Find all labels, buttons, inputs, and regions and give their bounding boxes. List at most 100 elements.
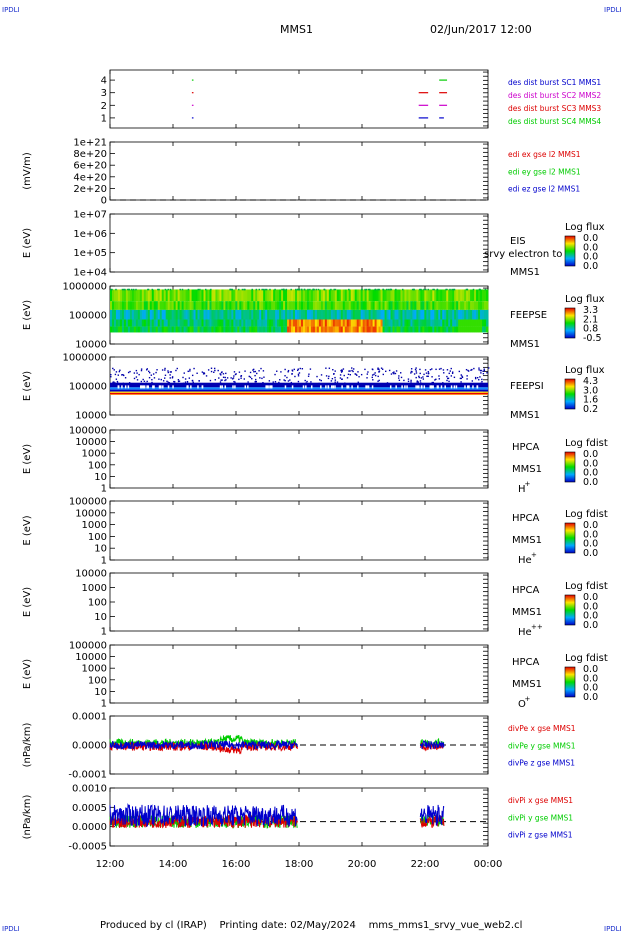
heatmap-cell (151, 301, 155, 310)
legend-entry: des dist burst SC1 MMS1 (508, 78, 601, 87)
heatmap-cell (472, 385, 474, 389)
heatmap-cell (382, 288, 385, 291)
heatmap-cell (478, 319, 481, 327)
heatmap-cell (247, 326, 250, 333)
heatmap-cell (486, 372, 488, 374)
heatmap-cell (207, 369, 210, 371)
heatmap-cell (117, 319, 121, 327)
heatmap-cell (420, 377, 423, 379)
heatmap-cell (414, 309, 417, 320)
heatmap-cell (340, 319, 344, 327)
heatmap-cell (115, 371, 118, 373)
heatmap-cell (354, 373, 356, 375)
heatmap-cell (478, 367, 480, 369)
series-line (419, 804, 445, 826)
heatmap-cell (240, 375, 243, 377)
heatmap-cell (132, 288, 135, 291)
heatmap-cell (140, 368, 143, 370)
heatmap-cell (158, 385, 161, 389)
heatmap-cell (211, 309, 214, 320)
heatmap-cell (192, 381, 194, 383)
heatmap-cell (164, 288, 167, 291)
heatmap-cell (378, 368, 380, 371)
heatmap-cell (343, 374, 345, 377)
heatmap-cell (232, 385, 234, 389)
heatmap-cell (125, 301, 129, 310)
heatmap-cell (353, 368, 355, 370)
heatmap-cell (406, 309, 409, 320)
colorbar-value: 0.0 (583, 261, 598, 272)
heatmap-cell (483, 368, 485, 370)
heatmap-cell (133, 372, 136, 374)
heatmap-cell (460, 319, 463, 327)
heatmap-cell (472, 326, 475, 333)
heatmap-cell (388, 309, 391, 320)
heatmap-cell (163, 309, 167, 320)
heatmap-cell (271, 309, 274, 320)
heatmap-cell (203, 301, 206, 310)
heatmap-cell (217, 301, 220, 310)
heatmap-cell (406, 326, 409, 333)
heatmap-cell (378, 289, 381, 302)
heatmap-cell (422, 326, 425, 333)
heatmap-cell (227, 326, 230, 333)
heatmap-cell (179, 288, 181, 291)
y-tick-label: 1 (101, 627, 107, 638)
heatmap-cell (205, 289, 208, 302)
heatmap-cell (175, 301, 179, 310)
heatmap-cell (284, 385, 287, 389)
heatmap-cell (468, 289, 471, 302)
heatmap-cell (419, 380, 422, 382)
heatmap-cell (299, 367, 301, 370)
heatmap-cell (466, 289, 469, 302)
heatmap-cell (394, 301, 397, 310)
heatmap-cell (347, 373, 350, 376)
heatmap-cell (320, 326, 324, 333)
heatmap-cell (340, 326, 344, 333)
y-tick-label: 100 (88, 460, 107, 471)
heatmap-cell (277, 326, 280, 333)
heatmap-cell (414, 289, 417, 302)
heatmap-cell (261, 319, 264, 327)
heatmap-cell (480, 369, 482, 372)
heatmap-cell (320, 289, 324, 302)
heatmap-cell (326, 289, 330, 302)
heatmap-cell (220, 374, 222, 376)
heatmap-cell (169, 371, 172, 373)
heatmap-cell (364, 301, 368, 310)
heatmap-cell (416, 289, 419, 302)
heatmap-cell (372, 309, 375, 320)
heatmap-cell (479, 288, 481, 291)
heatmap-cell (115, 309, 119, 320)
heatmap-cell (156, 369, 158, 371)
heatmap-cell (283, 379, 285, 381)
heatmap-cell (452, 319, 455, 327)
heatmap-cell (244, 385, 247, 389)
heatmap-cell (269, 289, 272, 302)
heatmap-cell (334, 289, 338, 302)
heatmap-cell (392, 372, 394, 374)
heatmap-cell (328, 289, 332, 302)
heatmap-cell (432, 309, 435, 320)
heatmap-cell (306, 289, 310, 302)
heatmap-cell (252, 368, 255, 371)
heatmap-cell (141, 309, 145, 320)
heatmap-cell (285, 289, 288, 302)
heatmap-cell (388, 289, 391, 302)
heatmap-cell (167, 370, 169, 372)
heatmap-cell (482, 372, 485, 375)
heatmap-cell (150, 374, 153, 376)
heatmap-cell (346, 326, 350, 333)
heatmap-cell (133, 309, 137, 320)
heatmap-cell (158, 378, 160, 380)
colorbar-title: Log fdist (565, 653, 608, 664)
heatmap-cell (348, 319, 352, 327)
heatmap-cell (214, 379, 217, 381)
heatmap-cell (183, 326, 186, 333)
heatmap-cell (211, 301, 214, 310)
heatmap-cell (223, 309, 226, 320)
heatmap-cell (386, 289, 389, 302)
heatmap-cell (277, 301, 280, 310)
heatmap-cell (253, 371, 255, 373)
heatmap-cell (447, 377, 449, 380)
